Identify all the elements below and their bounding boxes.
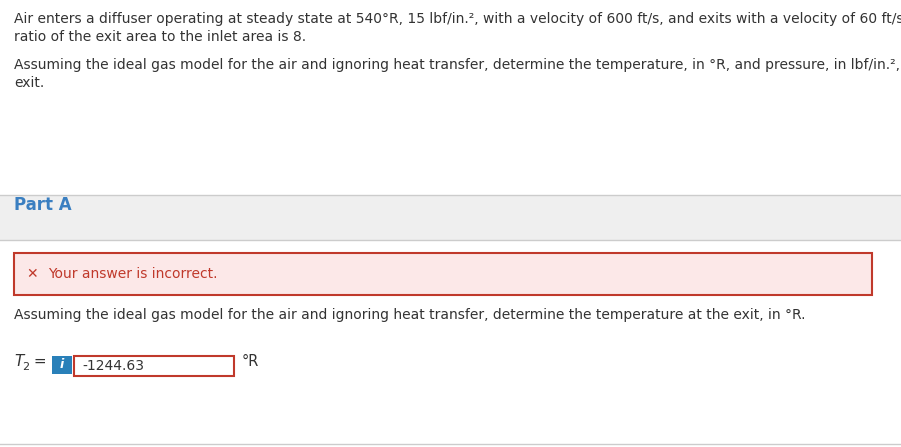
Bar: [14, 253, 872, 295]
Text: Assuming the ideal gas model for the air and ignoring heat transfer, determine t: Assuming the ideal gas model for the air…: [14, 58, 901, 72]
Bar: [0, 240, 901, 447]
Bar: [0, 0, 901, 195]
Text: °R: °R: [242, 354, 259, 370]
Text: Assuming the ideal gas model for the air and ignoring heat transfer, determine t: Assuming the ideal gas model for the air…: [14, 308, 805, 322]
Text: i: i: [59, 358, 64, 371]
Text: Air enters a diffuser operating at steady state at 540°R, 15 lbf/in.², with a ve: Air enters a diffuser operating at stead…: [14, 12, 901, 26]
Text: -1244.63: -1244.63: [82, 359, 144, 373]
Text: Your answer is incorrect.: Your answer is incorrect.: [48, 267, 217, 281]
Bar: [74, 356, 234, 376]
Bar: [52, 356, 72, 374]
Bar: [0, 195, 901, 240]
Text: 2: 2: [22, 363, 29, 372]
Text: =: =: [29, 354, 47, 370]
Text: exit.: exit.: [14, 76, 44, 90]
Text: ratio of the exit area to the inlet area is 8.: ratio of the exit area to the inlet area…: [14, 30, 306, 44]
Text: T: T: [14, 354, 23, 370]
Text: Part A: Part A: [14, 196, 71, 214]
Text: ✕: ✕: [26, 267, 38, 281]
